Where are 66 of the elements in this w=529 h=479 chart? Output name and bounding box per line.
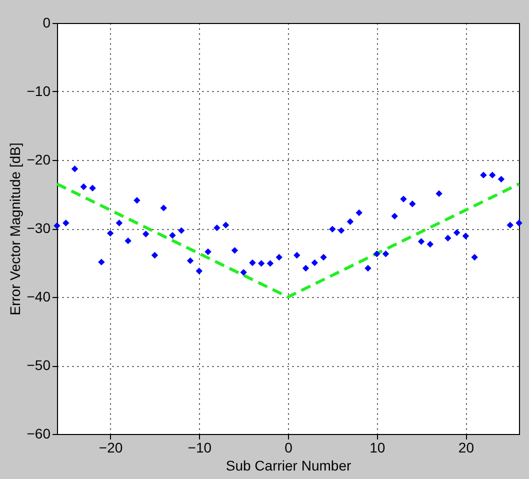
point: [222, 222, 230, 228]
y-tick-label: −40: [26, 288, 51, 304]
point: [116, 220, 123, 226]
x-tick-label: 20: [458, 440, 474, 456]
y-tick-label: −50: [26, 357, 51, 373]
point: [488, 172, 496, 178]
point: [151, 252, 158, 259]
y-tick-label: 0: [42, 14, 51, 30]
point: [338, 227, 345, 234]
point: [329, 226, 336, 233]
y-tick-label: −10: [26, 83, 51, 99]
point: [302, 264, 310, 272]
x-tick-label: −20: [98, 440, 123, 456]
point: [258, 260, 265, 267]
x-tick-label: −10: [188, 440, 212, 456]
point: [311, 259, 318, 266]
point: [106, 230, 114, 237]
y-axis-title: Error Vector Magnitude [dB]: [6, 142, 23, 316]
point: [400, 196, 407, 202]
point: [409, 200, 416, 208]
point: [498, 176, 505, 183]
point: [391, 212, 398, 220]
point: [80, 183, 88, 190]
point: [471, 254, 478, 261]
point: [266, 260, 274, 267]
point: [62, 220, 70, 226]
x-axis-title: Sub Carrier Number: [226, 458, 352, 474]
y-tick-label: −60: [26, 426, 51, 442]
point: [71, 166, 78, 172]
y-tick-label: −30: [26, 220, 51, 236]
point: [462, 232, 470, 240]
point: [178, 227, 185, 234]
point: [364, 264, 372, 272]
y-tick-label: −20: [26, 152, 51, 168]
point: [480, 172, 487, 178]
point: [240, 268, 247, 276]
point: [89, 184, 96, 192]
point: [134, 197, 140, 204]
point: [160, 204, 167, 212]
point: [373, 250, 380, 258]
point: [54, 222, 60, 230]
point: [418, 238, 425, 245]
point: [124, 237, 132, 244]
x-tick-label: 10: [370, 440, 386, 456]
point: [516, 220, 522, 226]
point: [294, 252, 300, 259]
point: [169, 232, 176, 239]
point: [506, 222, 514, 228]
point: [214, 224, 220, 232]
point: [356, 209, 362, 216]
point: [276, 254, 282, 261]
point: [142, 230, 150, 238]
point: [346, 218, 354, 226]
point: [204, 248, 212, 256]
point: [98, 258, 105, 266]
point: [320, 254, 327, 261]
point: [231, 247, 238, 254]
point: [444, 234, 452, 242]
point: [382, 250, 390, 258]
point: [426, 240, 434, 248]
point: [436, 190, 442, 197]
point: [186, 257, 194, 264]
point: [453, 229, 460, 236]
point: [196, 268, 203, 274]
x-tick-label: 0: [284, 440, 293, 456]
point: [249, 259, 256, 266]
